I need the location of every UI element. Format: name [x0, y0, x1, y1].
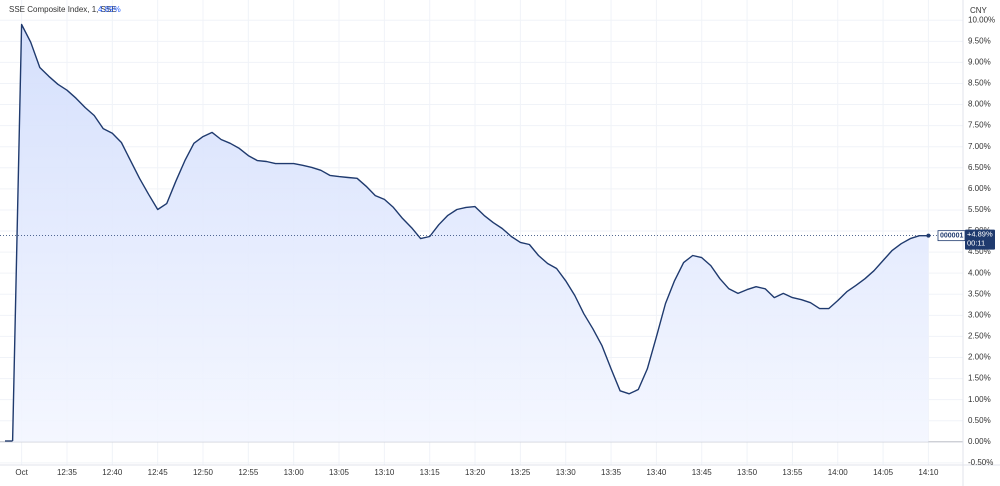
symbol: 000001 — [940, 233, 963, 240]
y-tick-label: 3.50% — [968, 289, 991, 298]
x-tick-label: 13:30 — [556, 468, 577, 477]
y-tick-label: 1.50% — [968, 374, 991, 383]
y-tick-label: 0.00% — [968, 437, 991, 446]
y-tick-label: 9.50% — [968, 36, 991, 45]
y-tick-label: 4.50% — [968, 247, 991, 256]
y-tick-label: 2.50% — [968, 332, 991, 341]
currency: CNY — [970, 6, 988, 15]
axes: -0.50% 0.00% 0.50% 1.00% 1.50% 2.00% 2.50% 3.00… — [15, 15, 995, 477]
y-tick-label: 6.00% — [968, 184, 991, 193]
y-tick-label: 7.50% — [968, 121, 991, 130]
y-tick-label: 4.00% — [968, 268, 991, 277]
x-tick-label: 13:40 — [646, 468, 667, 477]
y-tick-label: 7.00% — [968, 142, 991, 151]
x-tick-label: 14:10 — [918, 468, 939, 477]
x-tick-label: 13:15 — [420, 468, 441, 477]
x-tick-label: Oct — [15, 468, 28, 477]
change: +4.89% — [967, 230, 993, 239]
y-tick-label: 3.00% — [968, 310, 991, 319]
header-change: 4.89% — [98, 5, 121, 14]
chart-title: SSE Composite Index, 1, SSE — [9, 5, 117, 14]
x-tick-label: 13:35 — [601, 468, 622, 477]
y-tick-label: 5.50% — [968, 205, 991, 214]
countdown: 00:11 — [967, 239, 985, 248]
x-tick-label: 14:00 — [828, 468, 849, 477]
y-tick-label: 9.00% — [968, 58, 991, 67]
y-tick-label: 0.50% — [968, 416, 991, 425]
area — [12, 24, 929, 442]
y-tick-label: 6.50% — [968, 163, 991, 172]
last-point — [926, 233, 931, 238]
y-tick-label: -0.50% — [968, 458, 993, 467]
x-tick-label: 14:05 — [873, 468, 894, 477]
x-tick-label: 13:45 — [692, 468, 713, 477]
x-tick-label: 13:50 — [737, 468, 758, 477]
last-label: 000001 +4.89%00:11 — [937, 229, 995, 250]
x-tick-label: 12:40 — [102, 468, 123, 477]
change-box — [965, 229, 995, 250]
x-tick-label: 12:45 — [148, 468, 169, 477]
x-tick-label: 13:55 — [782, 468, 803, 477]
x-tick-label: 13:20 — [465, 468, 486, 477]
x-tick-label: 13:00 — [284, 468, 305, 477]
y-tick-label: 8.00% — [968, 100, 991, 109]
plot — [0, 23, 963, 443]
x-tick-label: 13:05 — [329, 468, 350, 477]
y-tick-label: 10.00% — [968, 15, 995, 24]
line — [11, 23, 929, 442]
x-tick-label: 13:25 — [510, 468, 531, 477]
y-tick-label: 2.00% — [968, 353, 991, 362]
y-tick-label: 1.00% — [968, 395, 991, 404]
x-tick-label: 12:55 — [238, 468, 259, 477]
x-tick-label: 13:10 — [374, 468, 395, 477]
x-tick-label: 12:35 — [57, 468, 78, 477]
y-tick-label: 8.50% — [968, 79, 991, 88]
x-tick-label: 12:50 — [193, 468, 214, 477]
